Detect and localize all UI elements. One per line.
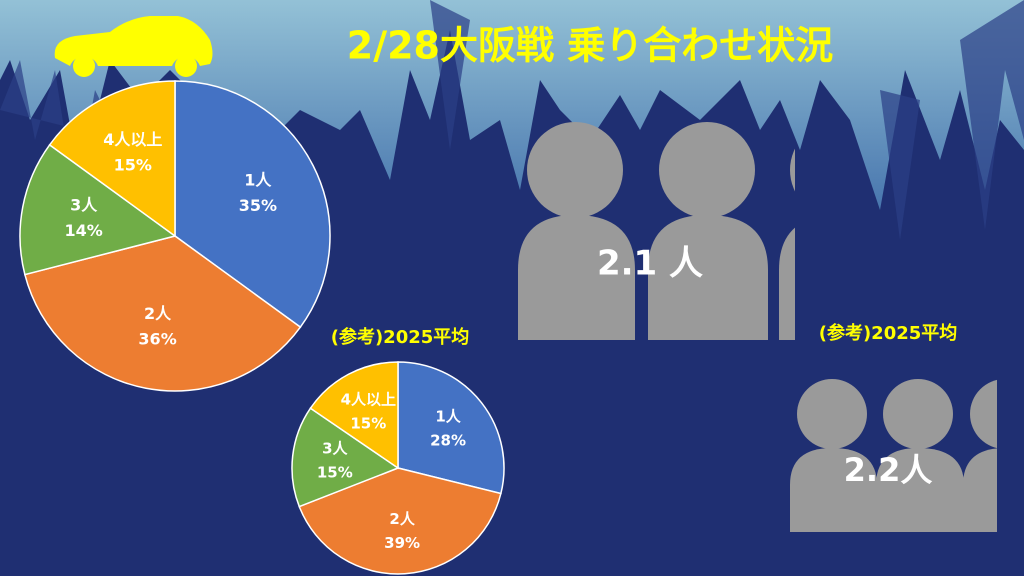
page-title: 2/28大阪戦 乗り合わせ状況: [347, 24, 833, 68]
people-average: 2.2人: [844, 451, 933, 489]
slice-value-label: 14%: [64, 221, 102, 240]
people-icon: [518, 122, 795, 340]
slice-category: 1人: [435, 407, 461, 425]
pie-slice: [48, 80, 176, 238]
pie-slice: [397, 361, 505, 495]
pie-slice: [291, 407, 400, 508]
slice-category: 3人: [322, 439, 348, 457]
pie-slice: [23, 235, 302, 392]
slice-category: 2人: [144, 304, 172, 323]
slice-value-label: 35%: [239, 196, 277, 215]
slice-value-label: 39%: [384, 534, 420, 552]
car-icon: [54, 16, 213, 66]
pie-slice: [298, 467, 502, 575]
slice-value-label: 36%: [138, 330, 176, 349]
people-average: 2.1 人: [597, 244, 703, 284]
car-wheel: [175, 55, 197, 77]
people-icon: [790, 379, 997, 532]
slice-category: 3人: [70, 195, 98, 214]
reference-title: (参考)2025平均: [819, 322, 958, 344]
car-wheel: [73, 55, 95, 77]
slice-value-label: 15%: [317, 463, 353, 481]
slice-category: 4人以上: [103, 130, 162, 149]
background-spikes: [0, 0, 1024, 210]
slice-category: 4人以上: [341, 390, 396, 408]
slice-value-label: 15%: [114, 155, 152, 174]
pie-slice: [174, 80, 331, 329]
slice-value-label: 28%: [430, 431, 466, 449]
pie-slice: [309, 361, 399, 470]
slice-value-label: 15%: [350, 414, 386, 432]
slice-category: 2人: [389, 510, 415, 528]
chart-title: (参考)2025平均: [331, 326, 470, 348]
slice-category: 1人: [244, 170, 272, 189]
pie-slice: [19, 143, 177, 276]
